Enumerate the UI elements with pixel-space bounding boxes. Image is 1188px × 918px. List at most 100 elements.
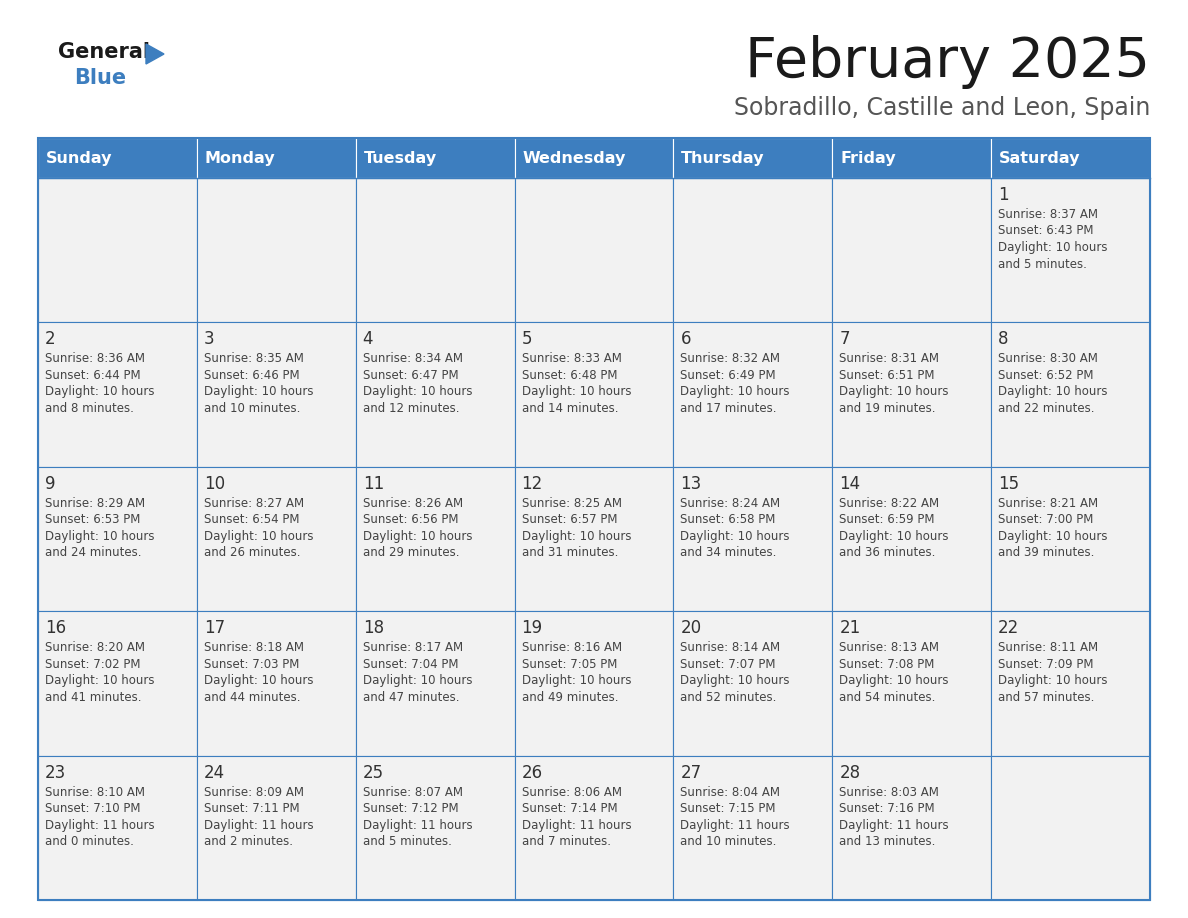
Text: Sunset: 7:12 PM: Sunset: 7:12 PM	[362, 802, 459, 815]
Text: Sunrise: 8:27 AM: Sunrise: 8:27 AM	[204, 497, 304, 509]
Text: Daylight: 10 hours: Daylight: 10 hours	[998, 530, 1107, 543]
Text: Sunrise: 8:16 AM: Sunrise: 8:16 AM	[522, 641, 621, 655]
Text: Saturday: Saturday	[999, 151, 1081, 165]
Text: and 17 minutes.: and 17 minutes.	[681, 402, 777, 415]
Text: 23: 23	[45, 764, 67, 781]
Text: and 36 minutes.: and 36 minutes.	[839, 546, 936, 559]
Bar	[674, 466, 833, 611]
Text: Daylight: 10 hours: Daylight: 10 hours	[681, 530, 790, 543]
Text: and 10 minutes.: and 10 minutes.	[204, 402, 301, 415]
Text: Sunrise: 8:33 AM: Sunrise: 8:33 AM	[522, 353, 621, 365]
Bar	[833, 466, 991, 611]
Bar	[355, 178, 514, 322]
Bar	[197, 138, 355, 178]
Text: 26: 26	[522, 764, 543, 781]
Text: Daylight: 10 hours: Daylight: 10 hours	[998, 241, 1107, 254]
Text: General: General	[58, 42, 150, 62]
Text: Sunrise: 8:04 AM: Sunrise: 8:04 AM	[681, 786, 781, 799]
Text: Wednesday: Wednesday	[523, 151, 626, 165]
Text: Thursday: Thursday	[682, 151, 765, 165]
Text: Daylight: 10 hours: Daylight: 10 hours	[204, 530, 314, 543]
Text: Sunset: 7:08 PM: Sunset: 7:08 PM	[839, 657, 935, 671]
Text: 28: 28	[839, 764, 860, 781]
Text: Sunrise: 8:31 AM: Sunrise: 8:31 AM	[839, 353, 940, 365]
Text: and 8 minutes.: and 8 minutes.	[45, 402, 134, 415]
Bar	[197, 178, 355, 322]
Text: and 22 minutes.: and 22 minutes.	[998, 402, 1094, 415]
Text: Sunrise: 8:30 AM: Sunrise: 8:30 AM	[998, 353, 1098, 365]
Text: Sunrise: 8:07 AM: Sunrise: 8:07 AM	[362, 786, 462, 799]
Text: Sunrise: 8:34 AM: Sunrise: 8:34 AM	[362, 353, 462, 365]
Bar	[674, 611, 833, 756]
Text: and 0 minutes.: and 0 minutes.	[45, 835, 134, 848]
Text: Daylight: 10 hours: Daylight: 10 hours	[362, 530, 472, 543]
Text: and 13 minutes.: and 13 minutes.	[839, 835, 936, 848]
Text: and 26 minutes.: and 26 minutes.	[204, 546, 301, 559]
Bar	[991, 466, 1150, 611]
Text: 1: 1	[998, 186, 1009, 204]
Text: and 57 minutes.: and 57 minutes.	[998, 690, 1094, 704]
Bar	[833, 178, 991, 322]
Text: Sunrise: 8:03 AM: Sunrise: 8:03 AM	[839, 786, 940, 799]
Text: Sunset: 7:00 PM: Sunset: 7:00 PM	[998, 513, 1093, 526]
Bar	[991, 322, 1150, 466]
Text: 14: 14	[839, 475, 860, 493]
Text: 22: 22	[998, 620, 1019, 637]
Bar	[833, 322, 991, 466]
Text: and 14 minutes.: and 14 minutes.	[522, 402, 618, 415]
Text: Daylight: 10 hours: Daylight: 10 hours	[998, 386, 1107, 398]
Text: 6: 6	[681, 330, 691, 349]
Bar	[38, 611, 197, 756]
Text: and 29 minutes.: and 29 minutes.	[362, 546, 460, 559]
Text: Sunset: 6:47 PM: Sunset: 6:47 PM	[362, 369, 459, 382]
Text: 10: 10	[204, 475, 225, 493]
Bar	[355, 466, 514, 611]
Text: and 19 minutes.: and 19 minutes.	[839, 402, 936, 415]
Text: Sunset: 7:02 PM: Sunset: 7:02 PM	[45, 657, 140, 671]
Text: 4: 4	[362, 330, 373, 349]
Text: Daylight: 10 hours: Daylight: 10 hours	[204, 386, 314, 398]
Text: Daylight: 11 hours: Daylight: 11 hours	[362, 819, 473, 832]
Bar	[197, 611, 355, 756]
Text: Sunrise: 8:25 AM: Sunrise: 8:25 AM	[522, 497, 621, 509]
Text: Sunset: 7:14 PM: Sunset: 7:14 PM	[522, 802, 618, 815]
Text: and 5 minutes.: and 5 minutes.	[362, 835, 451, 848]
Text: Daylight: 10 hours: Daylight: 10 hours	[681, 386, 790, 398]
Text: 17: 17	[204, 620, 225, 637]
Text: Sunset: 6:53 PM: Sunset: 6:53 PM	[45, 513, 140, 526]
Bar	[197, 322, 355, 466]
Text: Sunrise: 8:22 AM: Sunrise: 8:22 AM	[839, 497, 940, 509]
Text: Sunset: 6:43 PM: Sunset: 6:43 PM	[998, 225, 1094, 238]
Text: Sunrise: 8:10 AM: Sunrise: 8:10 AM	[45, 786, 145, 799]
Text: and 31 minutes.: and 31 minutes.	[522, 546, 618, 559]
Text: Monday: Monday	[204, 151, 276, 165]
Text: Daylight: 10 hours: Daylight: 10 hours	[998, 674, 1107, 688]
Text: Tuesday: Tuesday	[364, 151, 437, 165]
Bar	[833, 138, 991, 178]
Text: 19: 19	[522, 620, 543, 637]
Text: 3: 3	[204, 330, 215, 349]
Text: Sunrise: 8:35 AM: Sunrise: 8:35 AM	[204, 353, 304, 365]
Bar	[514, 466, 674, 611]
Text: Daylight: 10 hours: Daylight: 10 hours	[839, 674, 949, 688]
Text: Sunset: 7:15 PM: Sunset: 7:15 PM	[681, 802, 776, 815]
Text: and 44 minutes.: and 44 minutes.	[204, 690, 301, 704]
Text: 7: 7	[839, 330, 849, 349]
Text: 18: 18	[362, 620, 384, 637]
Text: Daylight: 10 hours: Daylight: 10 hours	[45, 530, 154, 543]
Bar	[38, 466, 197, 611]
Text: Daylight: 11 hours: Daylight: 11 hours	[204, 819, 314, 832]
Text: Sunday: Sunday	[46, 151, 113, 165]
Text: Sunset: 7:05 PM: Sunset: 7:05 PM	[522, 657, 617, 671]
Text: Friday: Friday	[840, 151, 896, 165]
Text: and 2 minutes.: and 2 minutes.	[204, 835, 293, 848]
Text: and 34 minutes.: and 34 minutes.	[681, 546, 777, 559]
Bar	[355, 138, 514, 178]
Text: 15: 15	[998, 475, 1019, 493]
Text: Sunset: 6:48 PM: Sunset: 6:48 PM	[522, 369, 617, 382]
Text: and 10 minutes.: and 10 minutes.	[681, 835, 777, 848]
Text: Daylight: 10 hours: Daylight: 10 hours	[204, 674, 314, 688]
Text: Daylight: 10 hours: Daylight: 10 hours	[839, 386, 949, 398]
Text: Daylight: 10 hours: Daylight: 10 hours	[681, 674, 790, 688]
Text: 13: 13	[681, 475, 702, 493]
